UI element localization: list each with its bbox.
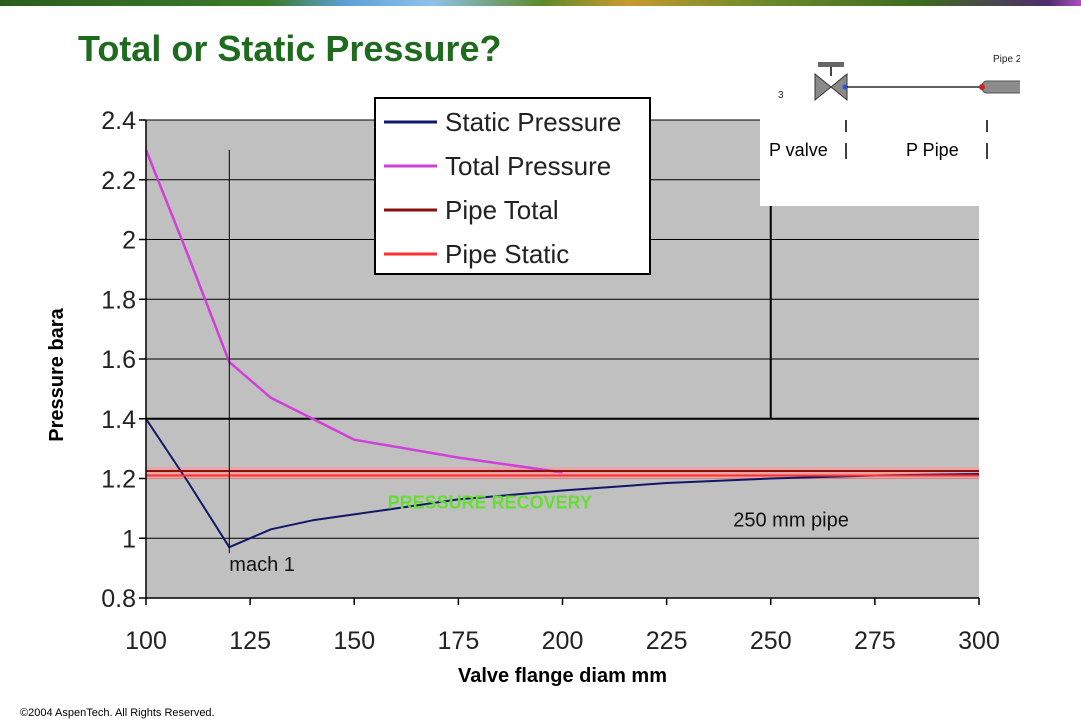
series-line-total-pressure: [144, 149, 563, 474]
axes: 0.8 1 1.2 1.4 1.6 1.8 2 2.2 2.4 100 125 150 175 200 22…: [101, 107, 1000, 655]
x-tick-label-100: 100: [125, 627, 167, 655]
annotation-label-250-mm-pipe: 250 mm pipe: [733, 509, 849, 531]
valve-pipe-diagram: 3 Pipe 2 P valve P Pipe: [760, 40, 1047, 206]
y-tick-label-0.8: 0.8: [101, 585, 136, 613]
x-tick-label-200: 200: [542, 627, 584, 655]
x-tick-label-175: 175: [438, 627, 480, 655]
pipe-inlet-dot: [979, 84, 985, 90]
y-axis-label: Pressure bara: [46, 307, 68, 441]
annotation-label-mach-1: mach 1: [229, 554, 295, 576]
y-tick-label-1.8: 1.8: [101, 286, 136, 314]
y-tick-label-2: 2: [122, 227, 136, 255]
annotations: mach 1 250 mm pipe PRESSURE RECOVERY: [228, 149, 849, 576]
stream-label: 3: [778, 90, 784, 101]
y-tick-label-2.4: 2.4: [101, 107, 136, 135]
legend: Static Pressure Total Pressure Pipe Total P…: [374, 97, 651, 275]
x-tick-label-125: 125: [229, 627, 271, 655]
x-axis-label: Valve flange diam mm: [458, 665, 667, 687]
y-tick-label-1: 1: [122, 525, 136, 553]
copyright-notice: ©2004 AspenTech. All Rights Reserved.: [20, 707, 215, 719]
top-decorative-strip: [0, 0, 1081, 6]
legend-entry-total-pressure: Total Pressure: [445, 151, 611, 181]
pipe-label: Pipe 2: [993, 54, 1020, 65]
legend-entry-pipe-static: Pipe Static: [445, 239, 569, 269]
valve-icon: [814, 72, 848, 102]
slide-title: Total or Static Pressure?: [78, 28, 502, 69]
x-tick-label-300: 300: [958, 627, 1000, 655]
p-pipe-label: P Pipe: [906, 140, 959, 160]
y-tick-label-1.6: 1.6: [101, 346, 136, 374]
valve-actuator: [818, 62, 844, 67]
pipe-band-fill: [146, 467, 979, 480]
valve-pipe-drawing: 3 Pipe 2 P valve P Pipe: [769, 54, 1047, 160]
y-tick-label-1.4: 1.4: [101, 406, 136, 434]
pipe-pressure-band: [146, 467, 979, 480]
x-tick-label-275: 275: [854, 627, 896, 655]
x-tick-label-150: 150: [333, 627, 375, 655]
y-tick-label-2.2: 2.2: [101, 167, 136, 195]
legend-entry-pipe-total: Pipe Total: [445, 195, 559, 225]
p-valve-label: P valve: [769, 140, 828, 160]
annotation-label-pressure-recovery: PRESSURE RECOVERY: [388, 492, 592, 512]
y-tick-label-1.2: 1.2: [101, 466, 136, 494]
x-tick-label-250: 250: [750, 627, 792, 655]
legend-box: [374, 97, 651, 275]
series-line-static-pressure: [145, 418, 980, 549]
valve-outlet-dot: [842, 84, 848, 90]
x-tick-label-225: 225: [646, 627, 688, 655]
series-lines: [144, 149, 980, 549]
pipe-icon: [981, 80, 1045, 94]
legend-entry-static-pressure: Static Pressure: [445, 107, 621, 137]
